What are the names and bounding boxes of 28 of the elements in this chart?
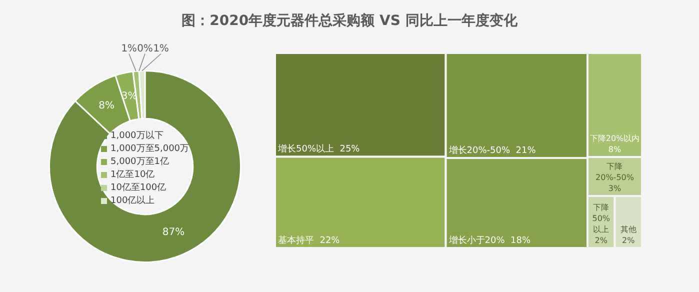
data-label: 1% bbox=[121, 43, 137, 54]
data-label: 18% bbox=[510, 236, 531, 246]
legend-label: 1,000万至5,000万 bbox=[110, 143, 190, 156]
data-label: 21% bbox=[516, 146, 536, 156]
legend-label: 1,000万以下 bbox=[110, 130, 164, 143]
data-label: 2% bbox=[622, 236, 636, 246]
legend-label: 100亿以上 bbox=[110, 195, 156, 208]
data-label: 25% bbox=[340, 144, 360, 155]
data-label: 3% bbox=[608, 184, 622, 194]
data-label: 22% bbox=[320, 236, 340, 246]
legend-label: 10亿至100亿 bbox=[110, 182, 168, 195]
category-label: 下降50%以上 bbox=[592, 203, 610, 234]
text: 图：2020年度元器件总采购额 VS 同比上一年度变化 bbox=[180, 12, 518, 30]
data-label: 8% bbox=[98, 100, 114, 112]
category-label: 其他 bbox=[620, 225, 636, 234]
data-label: 87% bbox=[162, 227, 185, 238]
legend-label: 1亿至10亿 bbox=[110, 169, 156, 182]
category-label: 增长50%以上 bbox=[277, 144, 334, 155]
legend-label: 5,000万至1亿 bbox=[110, 156, 170, 169]
category-label: 下降20%-50% bbox=[596, 162, 634, 182]
data-label: 8% bbox=[608, 145, 622, 154]
category-label: 下降20%以内 bbox=[590, 134, 640, 144]
text: 0% bbox=[137, 43, 153, 54]
category-label: 基本持平 bbox=[278, 234, 314, 246]
data-label: 1% bbox=[153, 43, 169, 54]
category-label: 增长小于20% bbox=[448, 234, 506, 246]
data-label: 2% bbox=[594, 236, 608, 246]
category-label: 增长20%-50% bbox=[448, 144, 510, 156]
